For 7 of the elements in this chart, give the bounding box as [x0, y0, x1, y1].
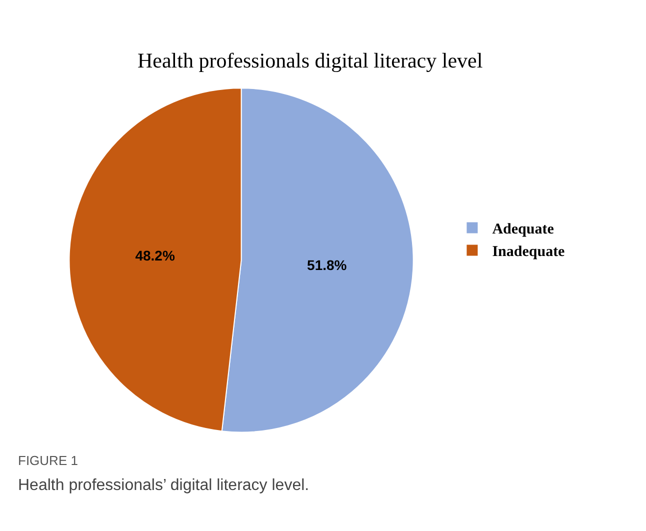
text: Health professionals’ digital literacy level. [18, 477, 310, 494]
legend-label: Inadequate [492, 244, 566, 260]
chart-title: Health professionals digital literacy level [137, 48, 483, 72]
caption: FIGURE 1 [18, 453, 78, 468]
data-label: 51.8% [307, 257, 348, 274]
legend-label: Adequate [492, 222, 554, 238]
data-label: 48.2% [135, 247, 176, 264]
